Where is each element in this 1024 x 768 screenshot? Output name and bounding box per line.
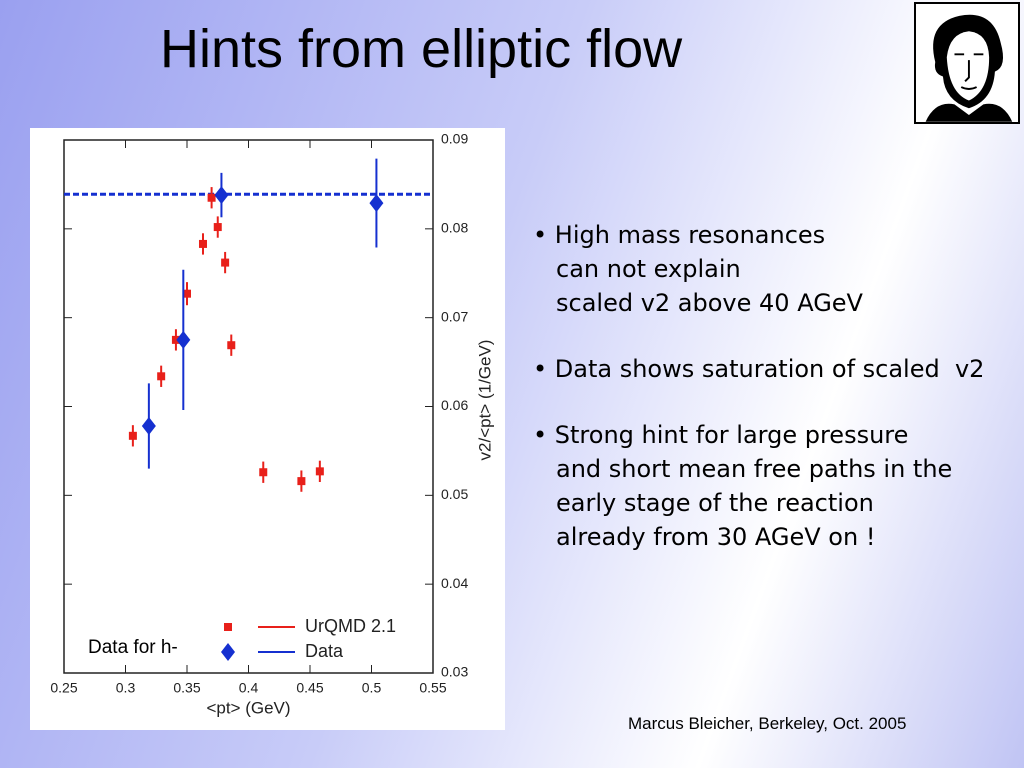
bullet: • Data shows saturation of scaled v2 xyxy=(533,352,984,386)
point xyxy=(221,258,230,267)
y-axis-label: v2/<pt> (1/GeV) xyxy=(475,340,494,461)
bullet-line: scaled v2 above 40 AGeV xyxy=(556,289,863,317)
x-tick-label: 0.25 xyxy=(50,680,77,696)
plot-frame xyxy=(63,139,434,674)
bullet-line: can not explain xyxy=(556,255,741,283)
point xyxy=(259,468,268,477)
bullet-line: and short mean free paths in the xyxy=(556,455,953,483)
point xyxy=(183,289,191,298)
annotation: Data for h- xyxy=(88,637,178,658)
x-tick-label: 0.3 xyxy=(116,680,136,696)
y-tick-label: 0.05 xyxy=(441,486,468,502)
y-tick-label: 0.06 xyxy=(441,397,468,413)
x-tick-label: 0.35 xyxy=(173,680,200,696)
legend-label: UrQMD 2.1 xyxy=(305,616,396,636)
point xyxy=(227,341,236,350)
bullet: • High mass resonances can not explain sca… xyxy=(533,218,984,320)
chart: 0.25 0.3 0.35 0.4 0.45 0.5 0.550.03 0.04 0.05 0.0… xyxy=(30,128,505,730)
bullet-list: • High mass resonances can not explain sca… xyxy=(533,218,984,586)
bullet-line: • High mass resonances xyxy=(533,221,826,249)
legend-label: Data xyxy=(305,641,344,661)
x-tick-label: 0.4 xyxy=(239,680,259,696)
point xyxy=(369,194,384,213)
point xyxy=(213,223,222,232)
legend-marker xyxy=(224,623,232,631)
x-tick-label: 0.5 xyxy=(362,680,382,696)
slide-title: Hints from elliptic flow xyxy=(160,19,683,79)
point xyxy=(171,335,180,344)
y-tick-label: 0.07 xyxy=(441,308,468,324)
point xyxy=(297,477,306,486)
bullet-line: already from 30 AGeV on ! xyxy=(556,523,876,551)
point xyxy=(315,467,324,476)
point xyxy=(141,417,156,436)
x-tick-label: 0.55 xyxy=(419,680,446,696)
bullet-line: • Strong hint for large pressure xyxy=(533,421,909,449)
point xyxy=(207,193,216,202)
legend-marker xyxy=(221,643,235,661)
point xyxy=(176,330,191,349)
point xyxy=(198,239,207,248)
portrait xyxy=(914,2,1020,124)
x-axis-label: <pt> (GeV) xyxy=(206,698,290,717)
y-tick-label: 0.09 xyxy=(441,131,468,147)
x-tick-label: 0.45 xyxy=(296,680,323,696)
bullet: • Strong hint for large pressure and shor… xyxy=(533,418,984,554)
y-tick-label: 0.04 xyxy=(441,575,468,591)
y-tick-label: 0.08 xyxy=(441,220,468,236)
y-tick-label: 0.03 xyxy=(441,664,468,680)
bullet-line: early stage of the reaction xyxy=(556,489,874,517)
point xyxy=(157,372,166,381)
footer: Marcus Bleicher, Berkeley, Oct. 2005 xyxy=(628,714,907,733)
point xyxy=(128,431,137,440)
point xyxy=(214,186,229,205)
bullet-line: • Data shows saturation of scaled v2 xyxy=(533,355,985,383)
